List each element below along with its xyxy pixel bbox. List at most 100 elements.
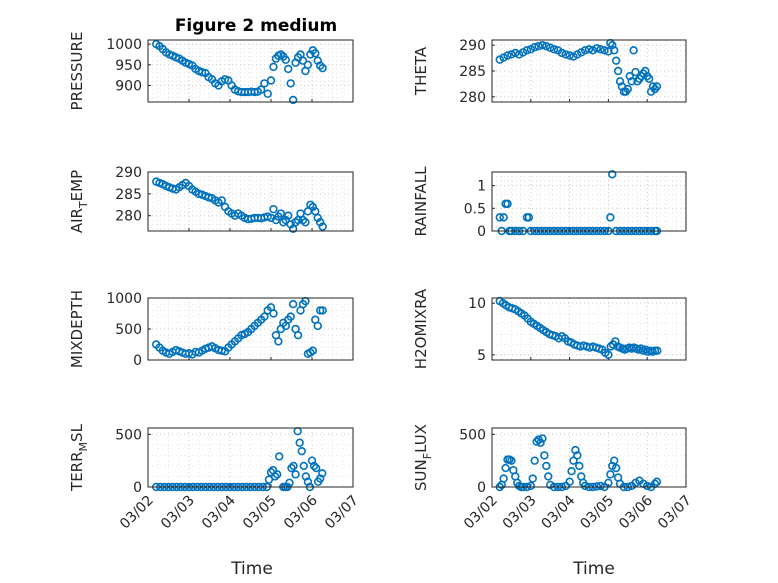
data-point	[534, 41, 543, 51]
y-tick-label: 5	[477, 348, 486, 364]
plot-area	[492, 172, 686, 231]
data-point	[538, 434, 547, 443]
data-point	[311, 49, 320, 58]
data-point	[606, 470, 615, 479]
y-axis-label: THETA	[412, 46, 430, 96]
data-point	[642, 481, 652, 491]
data-point	[256, 85, 266, 94]
data-point	[610, 46, 619, 55]
figure-title: Figure 2 medium	[175, 16, 337, 36]
data-point	[499, 213, 508, 222]
data-point	[316, 218, 325, 227]
data-point	[545, 43, 555, 52]
data-point	[217, 196, 227, 205]
data-point	[297, 446, 306, 456]
data-point	[286, 79, 295, 88]
data-point	[530, 456, 539, 465]
data-point	[503, 199, 512, 208]
data-point	[604, 478, 613, 487]
data-point	[565, 51, 574, 60]
data-point	[269, 62, 278, 72]
data-point	[313, 321, 322, 331]
data-point	[284, 211, 293, 220]
subplot-terr_msl: 0 500 TERRMSL 03/02 03/03 03/04 03/05 03/06 03/0…	[68, 423, 362, 532]
data-point	[301, 218, 310, 227]
data-point	[286, 312, 295, 321]
axes-frame	[147, 171, 354, 232]
data-point	[596, 481, 605, 491]
data-point	[275, 452, 284, 461]
y-axis-label: PRESSURE	[68, 32, 86, 111]
data-point	[318, 306, 327, 315]
data-point	[623, 84, 632, 94]
data-point	[611, 463, 621, 473]
subplot-sun_flux: 0 500 SUNFLUX 03/0203/0303/0403/0503/0603/0…	[412, 424, 695, 532]
data-point	[276, 209, 286, 218]
data-point	[303, 60, 313, 70]
x-tick-label: 03/03	[500, 493, 540, 533]
subplot-theta: 280 285 290 THETA	[412, 38, 687, 106]
data-point	[318, 469, 327, 478]
data-point	[606, 213, 615, 222]
y-tick-label: 1	[477, 179, 486, 195]
data-point	[291, 470, 300, 479]
x-tick-label: 03/05	[577, 493, 617, 533]
data-point	[281, 55, 290, 65]
data-point	[653, 346, 662, 355]
data-point	[495, 213, 504, 222]
data-point	[604, 350, 613, 360]
data-point	[641, 66, 650, 76]
data-point	[542, 41, 551, 51]
x-tick-label: 03/06	[616, 492, 656, 532]
data-point	[600, 46, 609, 55]
data-point	[288, 95, 298, 105]
axes-frame	[147, 427, 354, 488]
y-tick-label: 0	[477, 224, 486, 240]
data-point	[567, 466, 576, 476]
data-point	[286, 220, 295, 229]
data-point	[316, 61, 325, 70]
plot-area	[148, 428, 353, 487]
x-tick-label: 03/05	[240, 493, 280, 533]
data-point	[565, 477, 574, 486]
data-point	[269, 309, 278, 318]
data-point	[511, 48, 520, 58]
y-tick-label: 500	[459, 427, 486, 443]
data-point	[272, 470, 282, 479]
data-point	[313, 213, 322, 223]
data-point	[295, 438, 304, 447]
axes-frame	[147, 297, 354, 361]
data-point	[575, 461, 584, 471]
data-point	[644, 74, 654, 83]
data-point	[536, 438, 545, 447]
data-point	[610, 456, 619, 465]
data-point	[625, 71, 634, 81]
data-point	[542, 461, 551, 471]
y-axis-label: H2OMIXRA	[412, 288, 430, 369]
data-point	[266, 76, 276, 85]
y-tick-label: 10	[468, 296, 486, 312]
data-point	[608, 40, 617, 50]
y-tick-label: 950	[115, 58, 142, 74]
data-point	[503, 51, 512, 60]
data-point	[573, 451, 582, 460]
x-tick-label: 03/02	[461, 493, 501, 533]
data-point	[289, 461, 298, 471]
data-point	[306, 50, 315, 59]
data-point	[592, 44, 601, 53]
x-tick-label: 03/04	[199, 492, 239, 532]
x-tick-label: 03/02	[117, 493, 157, 533]
subplot-rainfall: 0 0.5 1 RAINFALL	[412, 166, 687, 240]
data-point	[652, 477, 662, 486]
y-tick-label: 285	[459, 64, 486, 80]
x-tick-label: 03/04	[539, 492, 579, 532]
data-point	[592, 482, 601, 491]
data-point	[526, 481, 535, 491]
data-point	[217, 346, 227, 355]
data-point	[596, 45, 605, 54]
data-point	[522, 46, 532, 55]
data-point	[263, 89, 272, 98]
data-point	[629, 46, 638, 55]
data-point	[298, 56, 308, 65]
